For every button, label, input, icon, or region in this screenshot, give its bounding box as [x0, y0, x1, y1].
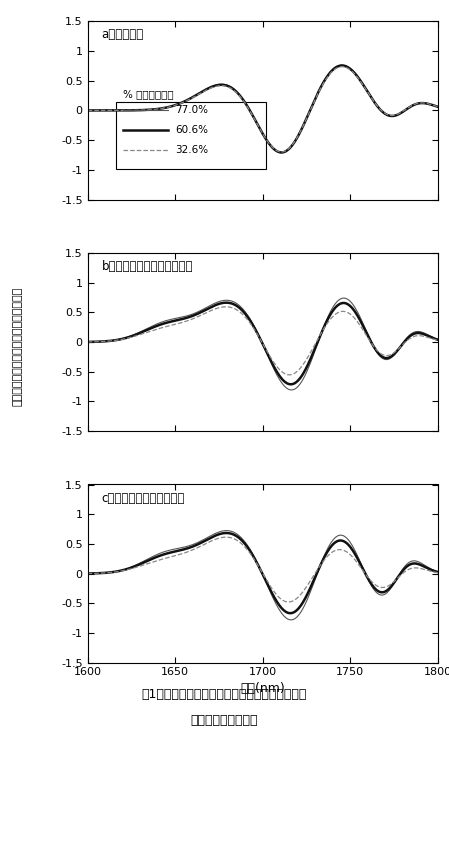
Text: 60.6%: 60.6%: [175, 125, 208, 135]
Text: 図1　ヒマワリ子実の近赤外２次微分スペクトル: 図1 ヒマワリ子実の近赤外２次微分スペクトル: [142, 688, 307, 701]
Text: 32.6%: 32.6%: [175, 144, 208, 155]
Bar: [115, 102, 266, 169]
Text: c．剥皮単粒ヒマワリ子実: c．剥皮単粒ヒマワリ子実: [101, 492, 185, 504]
Text: a．抄出油脂: a．抄出油脂: [101, 28, 144, 42]
Text: 77.0%: 77.0%: [175, 105, 208, 115]
Text: （標準化したもの）: （標準化したもの）: [191, 714, 258, 727]
Text: 標準化した近赤外２次微分スペクトル値: 標準化した近赤外２次微分スペクトル値: [13, 286, 23, 406]
Text: % リノール酸比: % リノール酸比: [123, 89, 173, 99]
X-axis label: 波長(nm): 波長(nm): [240, 681, 285, 694]
Text: b．剥皮複数粒ヒマワリ子実: b．剥皮複数粒ヒマワリ子実: [101, 260, 193, 273]
